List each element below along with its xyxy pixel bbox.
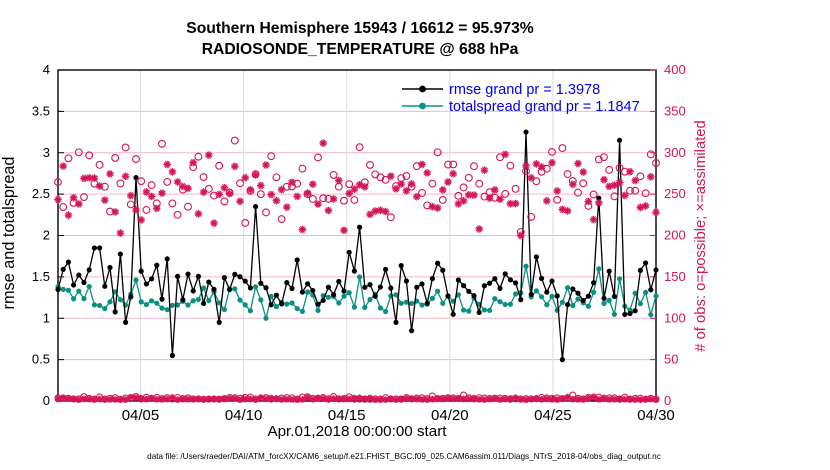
svg-text:04/20: 04/20 [431, 407, 469, 424]
svg-text:400: 400 [664, 62, 686, 77]
svg-text:4: 4 [43, 62, 50, 77]
svg-text:04/30: 04/30 [637, 407, 675, 424]
svg-text:04/10: 04/10 [225, 407, 263, 424]
svg-text:rmse and totalspread: rmse and totalspread [0, 157, 18, 310]
svg-text:0.5: 0.5 [32, 352, 50, 367]
svg-text:rmse grand pr = 1.3978: rmse grand pr = 1.3978 [449, 82, 600, 98]
svg-text:350: 350 [664, 103, 686, 118]
svg-text:data file: /Users/raeder/DAI/A: data file: /Users/raeder/DAI/ATM_forcXX/… [147, 452, 661, 461]
svg-text:2.5: 2.5 [32, 186, 50, 201]
svg-text:# of obs: o=possible; ×=assimi: # of obs: o=possible; ×=assimilated [693, 120, 709, 352]
svg-text:200: 200 [664, 228, 686, 243]
svg-text:3: 3 [43, 145, 50, 160]
svg-text:3.5: 3.5 [32, 103, 50, 118]
svg-text:04/25: 04/25 [534, 407, 572, 424]
svg-text:100: 100 [664, 310, 686, 325]
svg-text:0: 0 [43, 393, 50, 408]
svg-text:RADIOSONDE_TEMPERATURE @ 688 h: RADIOSONDE_TEMPERATURE @ 688 hPa [202, 41, 519, 58]
svg-text:300: 300 [664, 145, 686, 160]
svg-text:150: 150 [664, 269, 686, 284]
svg-text:50: 50 [664, 352, 678, 367]
svg-text:Southern Hemisphere 15943 / 16: Southern Hemisphere 15943 / 16612 = 95.9… [186, 20, 534, 37]
svg-text:Apr.01,2018 00:00:00 start: Apr.01,2018 00:00:00 start [267, 423, 447, 440]
svg-text:04/15: 04/15 [328, 407, 366, 424]
svg-text:2: 2 [43, 228, 50, 243]
svg-text:1: 1 [43, 310, 50, 325]
svg-text:1.5: 1.5 [32, 269, 50, 284]
svg-text:04/05: 04/05 [122, 407, 160, 424]
svg-text:0: 0 [664, 393, 671, 408]
svg-text:totalspread grand pr = 1.1847: totalspread grand pr = 1.1847 [449, 99, 640, 115]
svg-text:250: 250 [664, 186, 686, 201]
